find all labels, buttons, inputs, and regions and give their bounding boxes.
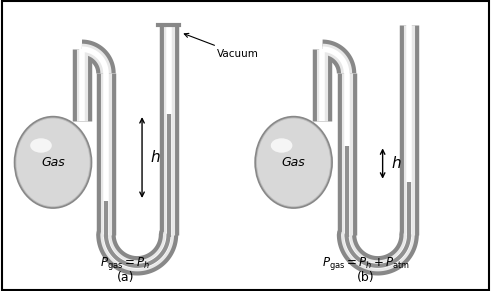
Ellipse shape [271,138,293,153]
Text: (a): (a) [116,271,134,284]
Ellipse shape [15,117,91,208]
Ellipse shape [16,118,90,206]
Ellipse shape [255,117,332,208]
Text: $P_\mathrm{gas} = P_h$: $P_\mathrm{gas} = P_h$ [100,255,150,272]
Text: h: h [391,156,401,171]
Text: Vacuum: Vacuum [184,33,258,59]
Ellipse shape [257,118,330,206]
Ellipse shape [30,138,52,153]
Text: $P_\mathrm{gas} = P_h + P_\mathrm{atm}$: $P_\mathrm{gas} = P_h + P_\mathrm{atm}$ [322,255,410,272]
Text: h: h [150,150,160,165]
Text: Gas: Gas [282,156,305,169]
Text: Gas: Gas [41,156,65,169]
Text: (b): (b) [357,271,375,284]
